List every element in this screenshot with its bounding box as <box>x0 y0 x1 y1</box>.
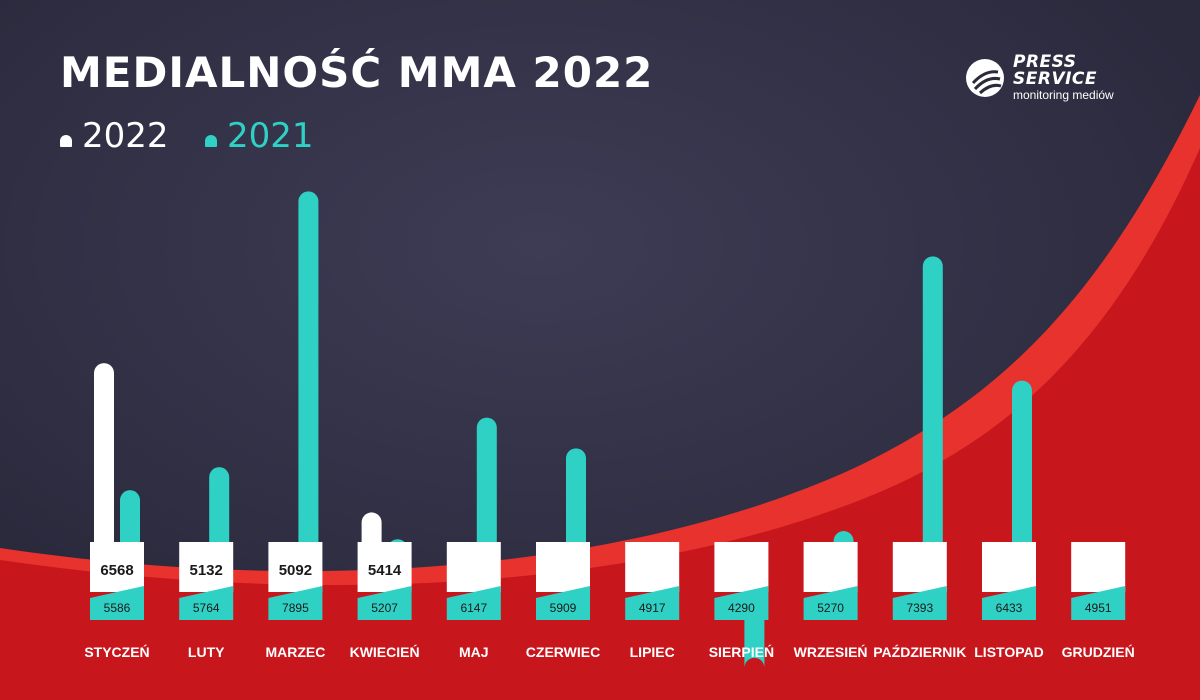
label-box <box>536 542 590 592</box>
label-box <box>982 542 1036 592</box>
data-label-2021: 5270 <box>817 601 844 615</box>
x-tick-label: GRUDZIEŃ <box>1062 644 1135 660</box>
data-label-2021: 4290 <box>728 601 755 615</box>
data-label-2021: 4951 <box>1085 601 1112 615</box>
x-tick-label: CZERWIEC <box>526 644 600 660</box>
label-box <box>714 542 769 592</box>
logo-wordmark: PRESS SERVICE monitoring mediów <box>1013 52 1114 102</box>
data-label-2021: 5207 <box>371 601 398 615</box>
logo-service: SERVICE <box>1013 69 1098 89</box>
data-label-2022: 5092 <box>279 562 312 579</box>
x-tick-label: LIPIEC <box>630 644 675 660</box>
logo-icon <box>966 58 1004 97</box>
x-tick-label: SIERPIEŃ <box>709 644 774 660</box>
x-tick-label: STYCZEŃ <box>84 644 149 660</box>
x-tick-label: LUTY <box>188 644 225 660</box>
bar-2021 <box>298 191 319 570</box>
page-title: MEDIALNOŚĆ MMA 2022 <box>60 48 654 97</box>
legend-swatch-2022 <box>60 135 72 147</box>
data-label-2021: 7895 <box>282 601 309 615</box>
label-wedge <box>179 586 234 620</box>
data-label-2022: 5414 <box>368 562 402 579</box>
label-box <box>268 542 323 592</box>
label-wedge <box>446 586 501 620</box>
bar-2022 <box>94 363 114 570</box>
legend-label-2022: 2022 <box>82 116 169 156</box>
x-tick-label: MARZEC <box>265 644 325 660</box>
data-label-2021: 7393 <box>906 601 933 615</box>
label-wedge <box>625 586 680 620</box>
data-label-2021: 5909 <box>550 601 577 615</box>
bar-2021 <box>476 417 497 570</box>
label-box <box>179 542 234 592</box>
label-box <box>1071 542 1126 592</box>
x-tick-label: MAJ <box>459 644 489 660</box>
logo-press: PRESS <box>1013 52 1077 72</box>
label-box <box>803 542 858 592</box>
logo-tagline: monitoring mediów <box>1013 88 1114 102</box>
press-service-logo: PRESS SERVICE monitoring mediów <box>965 54 1114 101</box>
label-wedge <box>536 586 590 620</box>
data-label-2021: 5764 <box>193 601 220 615</box>
label-box <box>446 542 501 592</box>
data-label-2021: 6433 <box>996 601 1023 615</box>
label-wedge <box>982 586 1036 620</box>
data-label-2022: 5132 <box>190 562 223 579</box>
label-box <box>357 542 412 592</box>
x-tick-label: KWIECIEŃ <box>350 644 420 660</box>
x-tick-label: PAŹDZIERNIK <box>873 644 966 660</box>
bar-2021 <box>922 256 943 570</box>
legend-item-2021: 2021 <box>205 116 314 156</box>
label-box <box>625 542 680 592</box>
data-label-2021: 6147 <box>460 601 487 615</box>
bar-2021 <box>566 448 586 570</box>
bar-2021 <box>1012 380 1032 570</box>
data-label-2022: 6568 <box>100 562 133 579</box>
label-wedge <box>803 586 858 620</box>
label-wedge <box>357 586 412 620</box>
label-box <box>90 542 144 592</box>
x-tick-label: LISTOPAD <box>974 644 1044 660</box>
legend-swatch-2021 <box>205 135 217 147</box>
label-wedge <box>1071 586 1126 620</box>
data-label-2021: 5586 <box>104 601 131 615</box>
data-label-2021: 4917 <box>639 601 666 615</box>
label-wedge <box>892 586 947 620</box>
label-wedge <box>714 586 769 620</box>
label-wedge <box>268 586 323 620</box>
label-wedge <box>90 586 144 620</box>
x-tick-label: WRZESIEŃ <box>794 644 868 660</box>
label-box <box>892 542 947 592</box>
legend-item-2022: 2022 <box>60 116 169 156</box>
legend-label-2021: 2021 <box>227 116 314 156</box>
